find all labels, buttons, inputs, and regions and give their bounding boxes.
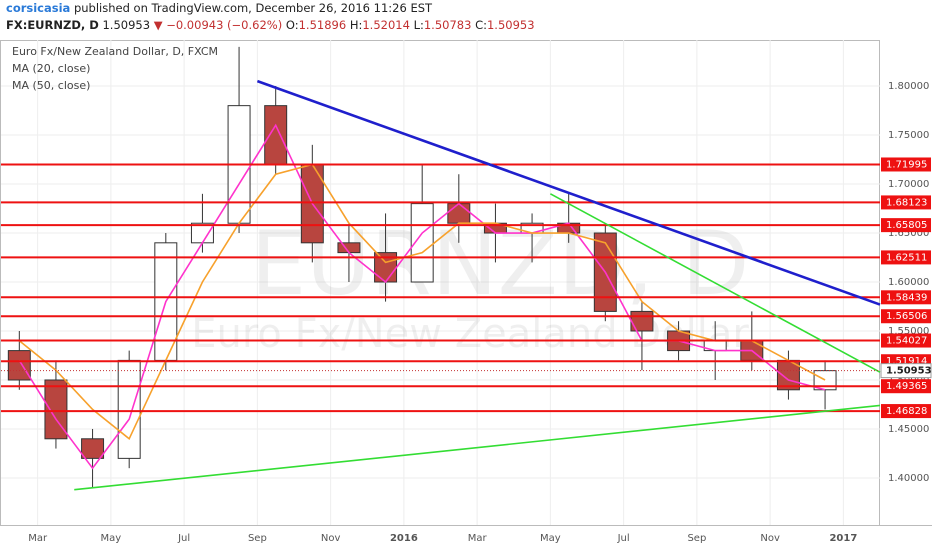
candle-body (447, 203, 471, 224)
level-label-box (881, 157, 931, 172)
level-label: 1.54027 (886, 336, 927, 347)
trend-line (74, 404, 881, 491)
change: −0.00943 (−0.62%) (166, 18, 283, 32)
level-label: 1.68123 (886, 197, 927, 208)
ohlc-label: L: (413, 18, 424, 32)
y-tick-label: 1.45000 (888, 424, 929, 435)
level-label-box (881, 309, 931, 324)
x-tick-label: May (101, 533, 122, 544)
header: corsicasia published on TradingView.com,… (6, 0, 535, 34)
candle-body (813, 370, 837, 391)
level-label: 1.58439 (886, 292, 927, 303)
last-price: 1.50953 (102, 18, 151, 32)
ohlc-label: O: (285, 18, 299, 32)
x-tick-label: Sep (687, 533, 706, 544)
candle-body (81, 438, 105, 459)
y-tick-label: 1.65000 (888, 228, 929, 239)
last-price-label: 1.50953 (886, 366, 932, 377)
level-label-box (881, 404, 931, 419)
y-tick-label: 1.80000 (888, 81, 929, 92)
user[interactable]: corsicasia (6, 1, 71, 15)
x-tick-label: Mar (468, 533, 488, 544)
legend-entry: MA (20, close) (12, 62, 90, 75)
level-label-box (881, 250, 931, 265)
candle-body (264, 105, 288, 165)
level-label: 1.49365 (886, 381, 927, 392)
last-price-box (880, 363, 932, 379)
x-tick-label: Jul (177, 533, 190, 544)
x-tick-label: Sep (248, 533, 267, 544)
symbol: FX:EURNZD, D (6, 18, 99, 32)
y-tick-label: 1.75000 (888, 130, 929, 141)
watermark-subtitle: Euro Fx/New Zealand Dollar (191, 311, 749, 357)
y-tick-label: 1.55000 (888, 326, 929, 337)
x-tick-label: 2017 (829, 533, 857, 544)
level-label: 1.71995 (886, 159, 927, 170)
ohlc-value: 1.51896 (298, 18, 347, 32)
level-label: 1.56506 (886, 311, 927, 322)
ohlc-label: C: (475, 18, 487, 32)
down-arrow: ▼ (153, 18, 163, 32)
chart-title: Euro Fx/New Zealand Dollar, D, FXCM (12, 45, 218, 58)
level-label: 1.65805 (886, 220, 927, 231)
x-tick-label: Mar (28, 533, 48, 544)
candle-body (7, 350, 31, 381)
level-label-box (881, 290, 931, 305)
level-label: 1.62511 (886, 252, 927, 263)
level-label: 1.51914 (886, 356, 927, 367)
y-tick-label: 1.60000 (888, 277, 929, 288)
candle-body (117, 359, 141, 459)
trend-line (549, 193, 881, 373)
level-label-box (881, 195, 931, 210)
level-label-box (881, 333, 931, 348)
x-tick-label: Nov (760, 533, 780, 544)
candle-body (44, 379, 68, 440)
plot-frame (0, 40, 880, 526)
published: published on TradingView.com, December 2… (73, 1, 433, 15)
legend-entry: MA (50, close) (12, 79, 90, 92)
ohlc-value: 1.50953 (486, 18, 535, 32)
y-tick-label: 1.40000 (888, 473, 929, 484)
ohlc-value: 1.50783 (423, 18, 472, 32)
x-tick-label: May (540, 533, 561, 544)
level-label-box (881, 218, 931, 233)
y-tick-label: 1.70000 (888, 179, 929, 190)
trend-line (256, 79, 881, 306)
candle-body (190, 222, 214, 244)
level-label-box (881, 379, 931, 394)
x-tick-label: Nov (321, 533, 341, 544)
x-tick-label: 2016 (390, 533, 418, 544)
ohlc-value: 1.52014 (362, 18, 410, 32)
ohlc-label: H: (349, 18, 363, 32)
level-label: 1.46828 (886, 406, 927, 417)
x-tick-label: Jul (617, 533, 630, 544)
candle-body (337, 242, 361, 254)
